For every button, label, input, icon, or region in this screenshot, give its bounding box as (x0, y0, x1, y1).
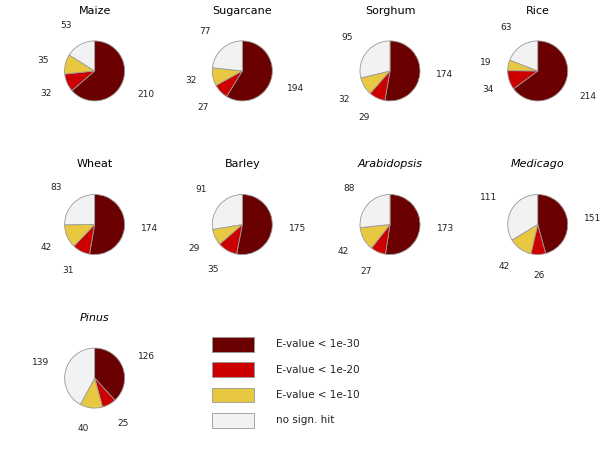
Text: 151: 151 (584, 214, 601, 223)
Text: 111: 111 (480, 193, 497, 202)
Wedge shape (510, 41, 537, 71)
Title: Sugarcane: Sugarcane (213, 6, 272, 16)
Wedge shape (371, 224, 390, 254)
Wedge shape (72, 41, 125, 101)
Text: 174: 174 (141, 224, 158, 233)
Text: 95: 95 (342, 33, 353, 42)
Wedge shape (360, 41, 390, 78)
Wedge shape (385, 194, 420, 255)
Text: 32: 32 (339, 95, 350, 104)
FancyBboxPatch shape (212, 337, 254, 352)
Text: 174: 174 (437, 70, 454, 79)
Text: 42: 42 (41, 243, 52, 252)
FancyBboxPatch shape (212, 387, 254, 402)
Wedge shape (64, 348, 95, 405)
FancyBboxPatch shape (212, 362, 254, 377)
Title: Barley: Barley (224, 159, 260, 169)
Text: 29: 29 (188, 244, 200, 253)
Wedge shape (212, 68, 243, 85)
Text: 126: 126 (138, 352, 155, 361)
Wedge shape (89, 194, 125, 255)
Wedge shape (512, 224, 537, 254)
Text: E-value < 1e-20: E-value < 1e-20 (275, 365, 359, 374)
Title: Maize: Maize (78, 6, 111, 16)
Text: 29: 29 (359, 113, 370, 122)
Text: 83: 83 (50, 183, 61, 192)
Text: 77: 77 (199, 27, 211, 36)
Text: 19: 19 (480, 57, 492, 66)
Text: 35: 35 (38, 56, 49, 65)
Wedge shape (64, 194, 95, 225)
Text: 42: 42 (338, 247, 349, 256)
FancyBboxPatch shape (212, 413, 254, 428)
Wedge shape (65, 71, 95, 91)
Text: E-value < 1e-10: E-value < 1e-10 (275, 390, 359, 400)
Wedge shape (385, 41, 420, 101)
Wedge shape (537, 194, 568, 253)
Wedge shape (360, 224, 390, 248)
Text: 32: 32 (185, 76, 196, 85)
Wedge shape (95, 348, 125, 400)
Wedge shape (508, 70, 537, 89)
Text: 210: 210 (137, 90, 154, 99)
Wedge shape (227, 41, 272, 101)
Text: 175: 175 (289, 224, 306, 233)
Text: 40: 40 (78, 424, 89, 433)
Text: 34: 34 (482, 85, 493, 94)
Title: Wheat: Wheat (77, 159, 112, 169)
Wedge shape (74, 224, 95, 254)
Text: 42: 42 (499, 262, 510, 271)
Wedge shape (95, 378, 115, 407)
Text: 173: 173 (437, 224, 454, 233)
Text: no sign. hit: no sign. hit (275, 415, 334, 426)
Title: Sorghum: Sorghum (365, 6, 415, 16)
Text: 25: 25 (117, 419, 128, 428)
Text: 53: 53 (61, 21, 72, 30)
Text: 88: 88 (344, 185, 355, 194)
Text: 139: 139 (32, 358, 49, 367)
Wedge shape (216, 71, 243, 97)
Text: 91: 91 (195, 185, 207, 194)
Text: 26: 26 (533, 271, 544, 280)
Wedge shape (360, 194, 390, 228)
Text: 27: 27 (197, 103, 209, 112)
Text: 35: 35 (207, 265, 219, 274)
Wedge shape (370, 71, 390, 101)
Title: Arabidopsis: Arabidopsis (358, 159, 423, 169)
Wedge shape (64, 224, 95, 246)
Wedge shape (64, 55, 95, 74)
Wedge shape (219, 224, 243, 254)
Title: Pinus: Pinus (80, 313, 109, 323)
Title: Rice: Rice (526, 6, 550, 16)
Wedge shape (508, 194, 537, 240)
Wedge shape (508, 60, 537, 71)
Title: Medicago: Medicago (511, 159, 564, 169)
Wedge shape (237, 194, 272, 255)
Text: 194: 194 (287, 84, 304, 92)
Wedge shape (69, 41, 95, 71)
Text: 214: 214 (579, 92, 596, 101)
Text: 63: 63 (500, 23, 511, 32)
Text: 32: 32 (41, 89, 52, 98)
Wedge shape (531, 224, 545, 255)
Wedge shape (212, 41, 243, 71)
Text: E-value < 1e-30: E-value < 1e-30 (275, 339, 359, 349)
Wedge shape (361, 71, 390, 93)
Wedge shape (212, 194, 243, 229)
Wedge shape (213, 224, 243, 244)
Wedge shape (80, 378, 103, 408)
Text: 31: 31 (62, 266, 74, 275)
Wedge shape (514, 41, 568, 101)
Text: 27: 27 (360, 267, 371, 276)
